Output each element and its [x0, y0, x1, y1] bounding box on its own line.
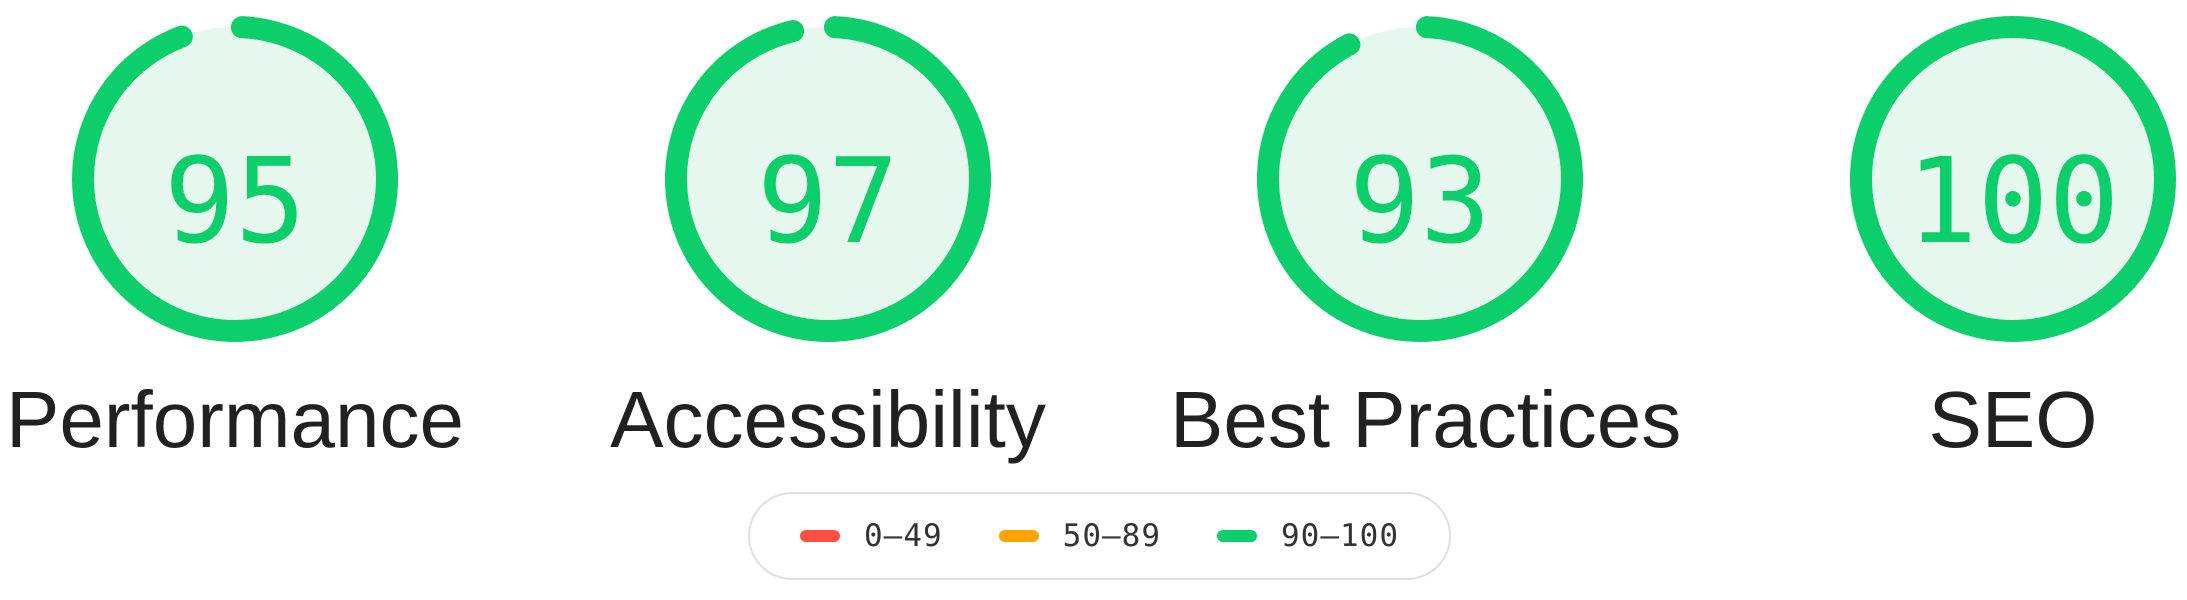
gauge-arc — [1257, 16, 1583, 342]
best-practices-gauge-ring: 93 — [1257, 16, 1583, 342]
gauge-label: Accessibility — [610, 375, 1046, 464]
score-legend: 0–49 50–89 90–100 — [748, 492, 1451, 580]
gauge-label: SEO — [1928, 375, 2098, 464]
pass-swatch-icon — [1217, 530, 1257, 542]
gauge-arc — [665, 16, 991, 342]
gauge-accessibility[interactable]: 97 Accessibility — [578, 0, 1078, 480]
gauge-score: 93 — [1349, 132, 1491, 270]
gauge-label: Performance — [6, 375, 464, 464]
average-swatch-icon — [998, 530, 1039, 542]
gauge-label: Best Practices — [1170, 375, 1682, 464]
gauge-best-practices[interactable]: 93 Best Practices — [1170, 0, 1682, 480]
gauge-bg — [1861, 27, 2165, 331]
gauge-score: 100 — [1906, 132, 2119, 270]
gauge-arc — [72, 16, 398, 342]
gauge-score: 97 — [757, 132, 899, 270]
seo-gauge-ring: 100 — [1850, 16, 2176, 342]
gauge-arc — [1850, 16, 2176, 342]
gauge-bg — [676, 27, 980, 331]
gauge-score: 95 — [164, 132, 306, 270]
legend-item-average: 50–89 — [998, 518, 1161, 554]
accessibility-gauge-ring: 97 — [665, 16, 991, 342]
gauge-bg — [1268, 27, 1572, 331]
legend-range: 90–100 — [1281, 518, 1399, 554]
legend-item-pass: 90–100 — [1217, 518, 1399, 554]
legend-range: 50–89 — [1062, 518, 1161, 554]
legend-item-fail: 0–49 — [800, 518, 943, 554]
legend-range: 0–49 — [864, 518, 943, 554]
gauge-performance[interactable]: 95 Performance — [0, 0, 485, 480]
performance-gauge-ring: 95 — [72, 16, 398, 342]
gauge-bg — [83, 27, 387, 331]
fail-swatch-icon — [800, 530, 841, 542]
gauge-seo[interactable]: 100 SEO — [1763, 0, 2187, 480]
